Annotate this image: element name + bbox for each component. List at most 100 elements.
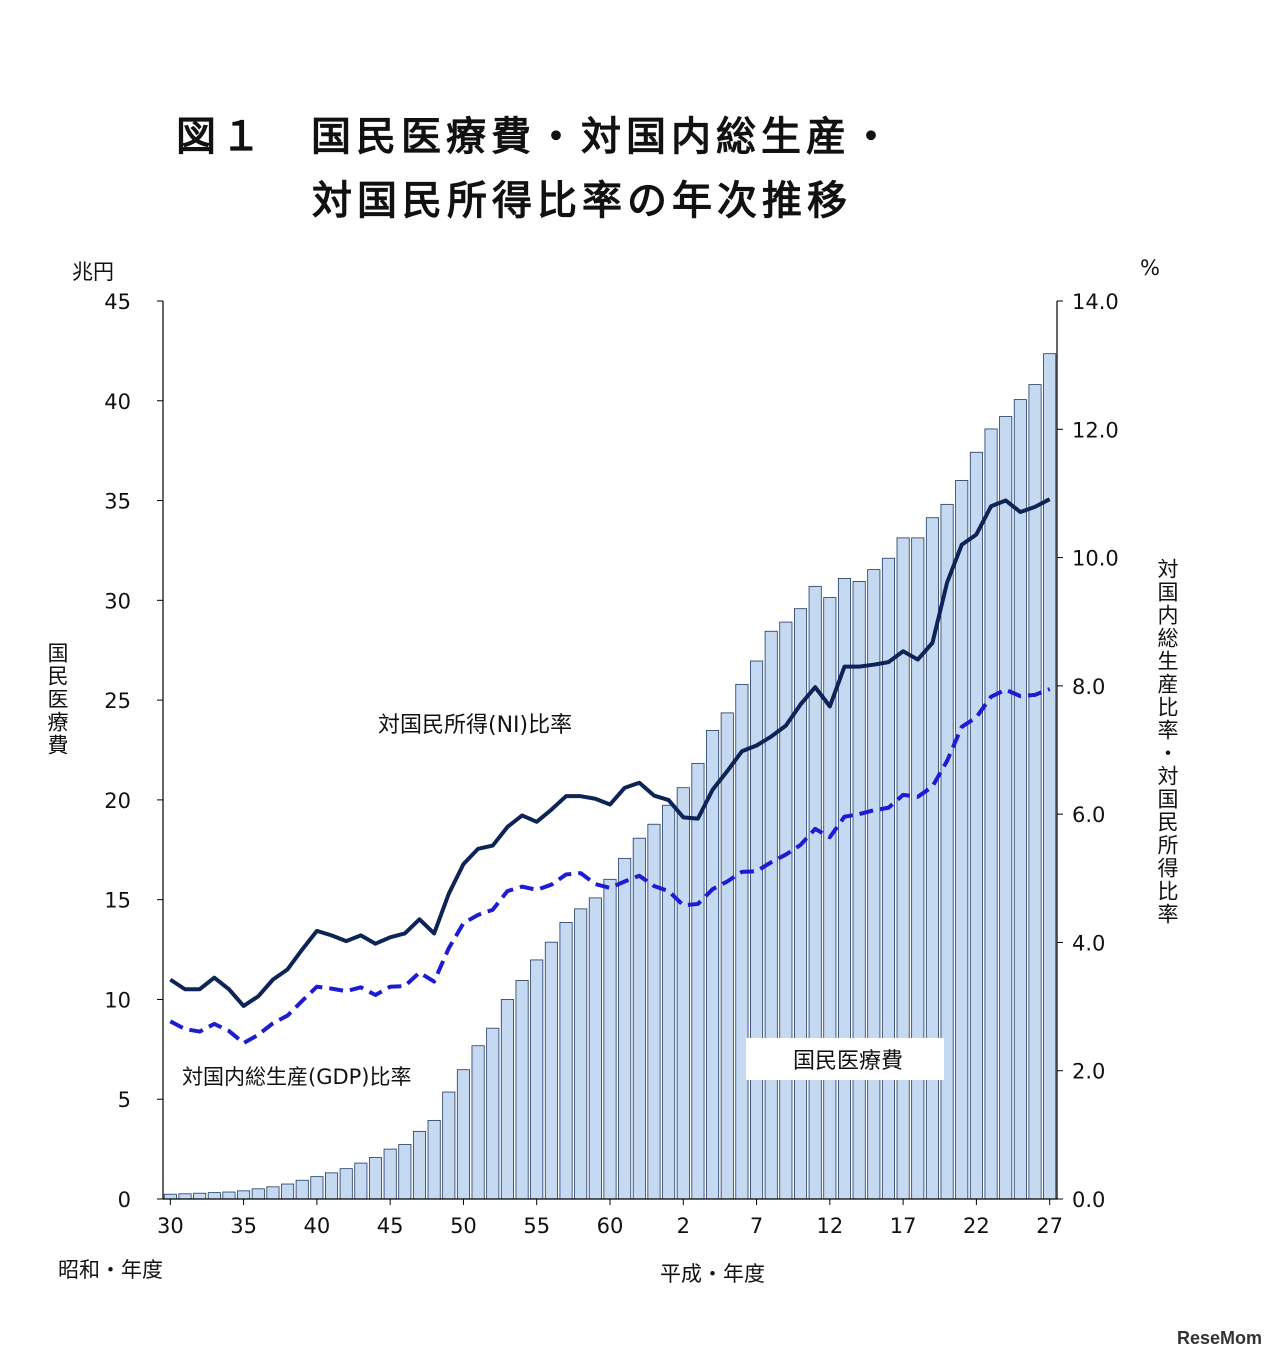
bar-30: [163, 1193, 177, 1200]
line-series: [169, 497, 1051, 1046]
left-tick-label-10: 10: [104, 988, 131, 1012]
left-tick-label-25: 25: [104, 689, 131, 713]
ni-line-label: 対国民所得(NI)比率: [378, 713, 572, 738]
bar-42: [339, 1168, 353, 1200]
left-tick-label-35: 35: [104, 490, 131, 514]
bar-43: [354, 1162, 368, 1200]
bar-58: [574, 908, 588, 1200]
bar-31: [178, 1193, 192, 1200]
x-tick-label-45: 45: [377, 1214, 404, 1238]
bar-元: [662, 804, 676, 1200]
bar-46: [398, 1144, 412, 1200]
bar-25: [1013, 399, 1027, 1200]
left-tick-label-20: 20: [104, 789, 131, 813]
right-tick-label-8.0: 8.0: [1072, 675, 1105, 699]
bar-34: [222, 1191, 236, 1200]
x-tick-label-7: 7: [750, 1214, 763, 1238]
left-tick-label-30: 30: [104, 589, 131, 613]
bar-48: [427, 1119, 441, 1200]
bar-6: [735, 683, 749, 1200]
bar-32: [193, 1192, 207, 1200]
bar-series-label: 国民医療費: [793, 1049, 903, 1074]
right-tick-label-12.0: 12.0: [1072, 418, 1119, 442]
x-tick-label-50: 50: [450, 1214, 477, 1238]
heisei-era-label: 平成・年度: [660, 1262, 765, 1286]
chart-title-line2: 対国民所得比率の年次推移: [312, 178, 852, 224]
bar-24: [999, 416, 1013, 1200]
x-tick-label-60: 60: [597, 1214, 624, 1238]
bar-52: [486, 1027, 500, 1200]
right-tick-label-10.0: 10.0: [1072, 547, 1119, 571]
bar-2: [676, 787, 690, 1200]
bar-38: [281, 1183, 295, 1200]
x-tick-label-17: 17: [890, 1214, 917, 1238]
bar-11: [808, 585, 822, 1200]
x-tick-label-40: 40: [304, 1214, 331, 1238]
right-tick-label-2.0: 2.0: [1072, 1060, 1105, 1084]
gdp-ratio-line: [169, 687, 1051, 1046]
bar-62: [632, 837, 646, 1200]
gdp-line-label: 対国内総生産(GDP)比率: [182, 1065, 412, 1089]
right-tick-label-6.0: 6.0: [1072, 803, 1105, 827]
right-tick-label-4.0: 4.0: [1072, 931, 1105, 955]
bar-63: [647, 823, 661, 1200]
bar-54: [515, 980, 529, 1200]
left-tick-label-5: 5: [118, 1088, 131, 1112]
bar-40: [310, 1176, 324, 1200]
tick-marks: 0 5 10 15 20 25 30 35 40 45 0.0 2.0 4.0 6.0 8.0 10.0 12.…: [104, 290, 1119, 1238]
bar-51: [471, 1045, 485, 1200]
bar-14: [852, 580, 866, 1200]
bar-legend-box: [746, 1038, 944, 1080]
right-axis-label: 対国内総生産比率・対国民所得比率: [1155, 558, 1179, 926]
bar-8: [764, 630, 778, 1200]
right-tick-label-0.0: 0.0: [1072, 1188, 1105, 1212]
right-axis-unit: %: [1140, 256, 1160, 280]
right-tick-label-14.0: 14.0: [1072, 290, 1119, 314]
bar-50: [456, 1069, 470, 1200]
bar-21: [955, 479, 969, 1200]
x-tick-label-12: 12: [816, 1214, 843, 1238]
showa-era-label: 昭和・年度: [58, 1258, 163, 1282]
bar-57: [559, 922, 573, 1200]
bar-45: [383, 1148, 397, 1200]
left-tick-label-0: 0: [118, 1188, 131, 1212]
bar-17: [896, 537, 910, 1200]
bar-39: [295, 1179, 309, 1200]
x-tick-label-2: 2: [677, 1214, 690, 1238]
bar-53: [500, 999, 514, 1200]
bar-36: [251, 1188, 265, 1200]
bar-60: [603, 878, 617, 1200]
ni-ratio-line: [169, 497, 1051, 1008]
bar-12: [823, 597, 837, 1200]
x-tick-label-35: 35: [230, 1214, 257, 1238]
bar-9: [779, 621, 793, 1200]
bar-56: [544, 941, 558, 1200]
bar-18: [911, 537, 925, 1200]
bar-37: [266, 1186, 280, 1200]
bar-16: [881, 557, 895, 1200]
bar-22: [969, 451, 983, 1200]
bar-55: [530, 959, 544, 1200]
bar-47: [412, 1130, 427, 1200]
bar-3: [691, 762, 705, 1200]
left-axis-label: 国民医療費: [45, 642, 69, 757]
bar-23: [984, 428, 998, 1200]
chart-title-line1: 図１ 国民医療費・対国内総生産・: [176, 114, 896, 160]
bar-59: [588, 897, 602, 1200]
left-tick-label-15: 15: [104, 889, 131, 913]
watermark-logo: ReseMom: [1176, 1328, 1262, 1348]
x-tick-label-27: 27: [1036, 1214, 1063, 1238]
x-tick-label-55: 55: [523, 1214, 550, 1238]
bar-27: [1043, 353, 1057, 1200]
bar-61: [618, 857, 632, 1200]
left-tick-label-45: 45: [104, 290, 131, 314]
left-tick-label-40: 40: [104, 390, 131, 414]
left-axis-unit: 兆円: [72, 260, 114, 284]
bar-44: [368, 1157, 383, 1200]
bar-41: [325, 1172, 339, 1200]
bar-49: [442, 1091, 456, 1200]
bar-5: [720, 712, 734, 1200]
x-tick-label-30: 30: [157, 1214, 184, 1238]
bar-35: [237, 1190, 251, 1200]
